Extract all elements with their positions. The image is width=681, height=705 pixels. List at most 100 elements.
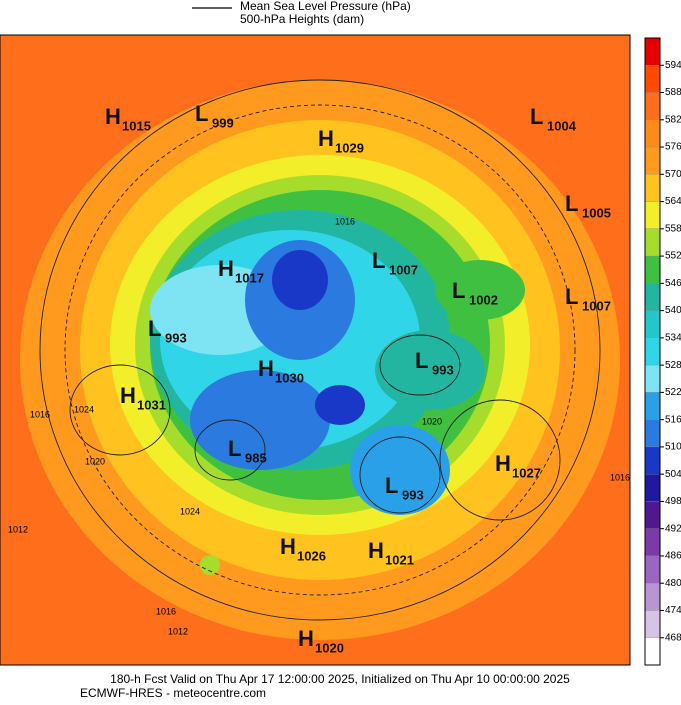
footer-text: 180-h Fcst Valid on Thu Apr 17 12:00:00 … xyxy=(110,672,570,686)
pressure-letter: H xyxy=(495,451,511,476)
colorbar-label: 594 xyxy=(665,60,681,71)
pressure-value: 1015 xyxy=(122,118,151,133)
colorbar-label: 558 xyxy=(665,223,681,234)
colorbar-label: 576 xyxy=(665,142,681,153)
pressure-value: 1002 xyxy=(469,292,498,307)
pressure-letter: L xyxy=(148,316,161,341)
colorbar-label: 540 xyxy=(665,305,681,316)
colorbar-cell xyxy=(644,337,661,366)
colorbar-cell xyxy=(644,637,661,666)
isobar-label: 1024 xyxy=(180,506,200,516)
pressure-letter: L xyxy=(385,473,398,498)
colorbar-cell xyxy=(644,583,661,611)
pressure-value: 1031 xyxy=(137,397,166,412)
colorbar-label: 480 xyxy=(665,578,681,589)
pressure-value: 1005 xyxy=(582,205,611,220)
pressure-letter: L xyxy=(565,284,578,309)
pressure-letter: H xyxy=(258,356,274,381)
map-frame xyxy=(0,34,631,666)
colorbar-cell xyxy=(644,119,661,148)
legend-text: Mean Sea Level Pressure (hPa) xyxy=(240,0,411,13)
isobar-label: 1024 xyxy=(74,404,94,414)
colorbar-label: 534 xyxy=(665,333,681,344)
colorbar-label: 492 xyxy=(665,523,681,534)
colorbar-label: 546 xyxy=(665,278,681,289)
colorbar-cell xyxy=(644,92,661,120)
isobar-label: 1016 xyxy=(30,409,50,419)
legend-text: 500-hPa Heights (dam) xyxy=(240,12,364,26)
pressure-value: 993 xyxy=(165,330,187,345)
pressure-letter: H xyxy=(280,534,296,559)
isobar-label: 1016 xyxy=(156,606,176,616)
colorbar-cell xyxy=(644,65,661,93)
pressure-letter: L xyxy=(195,101,208,126)
colorbar-cell xyxy=(644,146,661,175)
pressure-letter: L xyxy=(415,348,428,373)
pressure-letter: L xyxy=(372,248,385,273)
pressure-letter: H xyxy=(218,256,234,281)
pressure-letter: L xyxy=(452,278,465,303)
pressure-letter: L xyxy=(530,104,543,129)
colorbar-cell xyxy=(644,364,661,393)
colorbar-cell xyxy=(644,310,661,339)
colorbar-cell xyxy=(644,610,661,638)
footer-text: ECMWF-HRES - meteocentre.com xyxy=(80,686,266,700)
pressure-value: 985 xyxy=(245,450,267,465)
colorbar-cell xyxy=(644,419,661,448)
colorbar-label: 582 xyxy=(665,114,681,125)
pressure-letter: L xyxy=(228,436,241,461)
pressure-value: 999 xyxy=(212,115,234,130)
colorbar-label: 528 xyxy=(665,360,681,371)
colorbar-cell xyxy=(644,555,661,584)
isobar-label: 1012 xyxy=(8,524,28,534)
colorbar-cell xyxy=(644,174,661,202)
colorbar-label: 504 xyxy=(665,469,681,480)
map xyxy=(0,35,630,665)
pressure-value: 1020 xyxy=(315,640,344,655)
colorbar-cell xyxy=(644,501,661,529)
pressure-value: 1007 xyxy=(389,262,418,277)
colorbar-cell xyxy=(644,446,661,475)
colorbar-label: 510 xyxy=(665,442,681,453)
colorbar-cell xyxy=(644,528,661,557)
pressure-value: 1030 xyxy=(275,370,304,385)
colorbar-cell xyxy=(644,255,661,284)
isobar-label: 1020 xyxy=(422,416,442,426)
colorbar-label: 552 xyxy=(665,251,681,262)
pressure-value: 1027 xyxy=(512,465,541,480)
colorbar-label: 564 xyxy=(665,196,681,207)
pressure-letter: H xyxy=(105,104,121,129)
pressure-value: 1026 xyxy=(297,548,326,563)
colorbar-label: 522 xyxy=(665,387,681,398)
colorbar-cell xyxy=(644,228,661,257)
pressure-value: 993 xyxy=(432,362,454,377)
colorbar-frame xyxy=(644,37,661,666)
isobar-label: 1016 xyxy=(335,216,355,226)
pressure-letter: H xyxy=(368,538,384,563)
pressure-letter: H xyxy=(298,626,314,651)
pressure-value: 1007 xyxy=(582,298,611,313)
colorbar-cell xyxy=(644,474,661,502)
colorbar-cell xyxy=(644,37,661,66)
isobar-label: 1012 xyxy=(168,626,188,636)
pressure-letter: H xyxy=(120,383,136,408)
colorbar-cell xyxy=(644,283,661,311)
colorbar-label: 498 xyxy=(665,496,681,507)
colorbar-cell xyxy=(644,201,661,229)
pressure-value: 1004 xyxy=(547,118,577,133)
colorbar-label: 486 xyxy=(665,551,681,562)
colorbar-cell xyxy=(644,392,661,420)
colorbar-label: 516 xyxy=(665,414,681,425)
pressure-letter: H xyxy=(318,126,334,151)
isobar-label: 1016 xyxy=(610,472,630,482)
colorbar-label: 468 xyxy=(665,632,681,643)
pressure-value: 1021 xyxy=(385,552,414,567)
colorbar-label: 588 xyxy=(665,87,681,98)
pressure-value: 993 xyxy=(402,487,424,502)
isobar-label: 1020 xyxy=(85,456,105,466)
colorbar-label: 474 xyxy=(665,605,681,616)
pressure-value: 1017 xyxy=(235,270,264,285)
pressure-value: 1029 xyxy=(335,140,364,155)
colorbar-label: 570 xyxy=(665,169,681,180)
